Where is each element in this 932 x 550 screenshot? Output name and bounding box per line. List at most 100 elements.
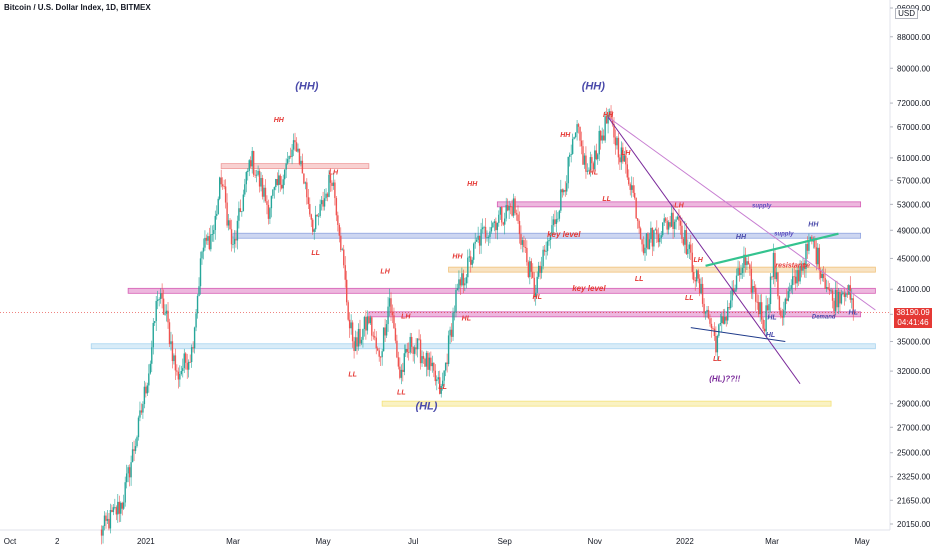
candle-body xyxy=(687,249,689,255)
candle-body xyxy=(743,254,745,268)
candle-body xyxy=(778,296,781,311)
candle-body xyxy=(619,157,621,163)
candle-body xyxy=(582,146,584,165)
candle-body xyxy=(363,316,366,330)
candle-body xyxy=(282,179,284,189)
candle-body xyxy=(335,198,338,216)
candle-body xyxy=(505,205,507,219)
candle-body xyxy=(464,283,466,286)
chart-annotation: HL xyxy=(766,332,775,339)
candle-body xyxy=(774,252,776,280)
candle-body xyxy=(789,289,791,292)
candle-body xyxy=(524,246,527,248)
currency-badge[interactable]: USD xyxy=(895,8,918,19)
candle-body xyxy=(236,220,239,241)
candle-body xyxy=(721,316,723,324)
candle-body xyxy=(845,293,847,297)
candle-body xyxy=(614,137,617,146)
candle-body xyxy=(381,351,383,358)
candle-body xyxy=(616,137,618,146)
candle-body xyxy=(406,348,408,352)
candle-body xyxy=(273,187,276,190)
chart-annotation: LL xyxy=(713,356,722,363)
candle-body xyxy=(588,170,590,172)
chart-annotation: HH xyxy=(452,253,463,260)
candle-body xyxy=(171,341,174,362)
candle-body xyxy=(366,316,369,331)
candle-body xyxy=(446,362,448,365)
candle-body xyxy=(664,218,667,221)
candle-body xyxy=(418,338,420,340)
candle-body xyxy=(617,137,620,158)
candle-body xyxy=(523,240,525,247)
level-zone xyxy=(220,163,370,170)
candle-body xyxy=(780,310,782,316)
candle-body xyxy=(431,362,434,367)
candle-body xyxy=(424,358,426,367)
candle-body xyxy=(707,309,710,319)
trend-line xyxy=(690,327,786,342)
candle-body xyxy=(639,228,642,240)
candle-body xyxy=(137,417,140,438)
candle-body xyxy=(159,293,162,299)
candle-body xyxy=(117,501,119,515)
candle-body xyxy=(815,247,818,265)
candle-body xyxy=(535,292,537,297)
candle-body xyxy=(422,356,425,359)
candle-body xyxy=(715,335,717,353)
candle-body xyxy=(114,507,116,509)
candle-body xyxy=(220,177,222,185)
candle-body xyxy=(839,291,841,304)
candle-body xyxy=(676,216,679,220)
candle-body xyxy=(285,163,287,170)
chart-annotation: LL xyxy=(635,276,644,283)
candle-body xyxy=(286,159,289,164)
candle-body xyxy=(255,174,258,176)
candle-body xyxy=(183,353,185,369)
candle-body xyxy=(709,318,711,324)
candle-body xyxy=(204,237,206,248)
candle-body xyxy=(111,510,113,513)
candle-body xyxy=(375,337,377,349)
candle-body xyxy=(719,323,722,325)
candle-body xyxy=(317,215,320,217)
candle-body xyxy=(846,293,849,295)
chart-annotation: key level xyxy=(572,284,606,293)
candle-body xyxy=(729,300,732,309)
x-tick-label: 2 xyxy=(55,537,60,546)
candle-body xyxy=(187,361,190,370)
candle-body xyxy=(727,307,729,321)
candle-body xyxy=(139,410,141,418)
candle-body xyxy=(455,289,457,312)
candle-body xyxy=(622,147,624,162)
candle-body xyxy=(706,309,708,312)
candle-body xyxy=(430,357,432,367)
candle-body xyxy=(694,280,696,282)
candle-body xyxy=(632,185,634,193)
candle-body xyxy=(605,116,608,124)
last-price-tag: 38190.09 04:41:46 xyxy=(894,308,932,328)
candle-body xyxy=(555,219,558,224)
chart-annotation: HL xyxy=(849,309,858,316)
candle-body xyxy=(571,138,574,154)
candle-body xyxy=(642,244,645,254)
candle-body xyxy=(532,271,534,278)
candle-body xyxy=(309,204,311,215)
candle-body xyxy=(824,278,826,289)
candle-body xyxy=(409,336,411,353)
chart-annotation: (HH) xyxy=(582,81,606,93)
candle-body xyxy=(427,352,429,370)
candle-body xyxy=(391,311,394,316)
y-tick-label: 53000.00 xyxy=(897,200,931,209)
chart-annotation: (HL) xyxy=(415,400,437,412)
candle-body xyxy=(613,124,615,138)
candle-body xyxy=(452,312,454,337)
candle-body xyxy=(496,222,499,231)
candle-body xyxy=(490,227,493,232)
candle-body xyxy=(737,268,739,276)
candle-body xyxy=(143,386,146,405)
candle-body xyxy=(638,220,640,229)
x-tick-label: Jul xyxy=(408,537,418,546)
